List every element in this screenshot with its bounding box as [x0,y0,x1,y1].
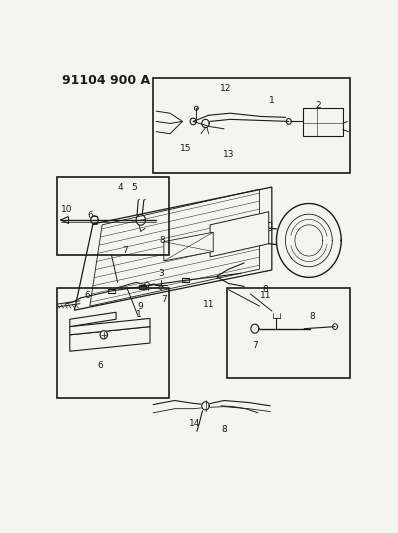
Polygon shape [70,312,116,327]
Polygon shape [164,232,213,261]
Text: 8: 8 [160,236,165,245]
Text: 12: 12 [220,84,231,93]
Text: 8: 8 [309,312,315,321]
Text: 10: 10 [61,205,72,214]
Text: 7: 7 [252,341,258,350]
Polygon shape [302,108,343,136]
Text: 3: 3 [158,269,164,278]
Text: 15: 15 [180,143,191,152]
Polygon shape [70,318,150,335]
Text: 91104 900 A: 91104 900 A [62,74,150,87]
Text: 8: 8 [221,425,227,434]
Text: 4: 4 [118,183,123,191]
Text: 9: 9 [138,302,144,311]
Text: 11: 11 [260,292,271,300]
Text: 14: 14 [189,418,201,427]
Polygon shape [100,331,107,339]
Polygon shape [74,187,272,310]
Text: 13: 13 [223,150,234,159]
Text: 5: 5 [132,183,137,191]
Polygon shape [277,204,341,277]
Polygon shape [202,402,209,410]
Text: 6: 6 [87,211,93,220]
Text: 6: 6 [84,292,90,300]
Text: 1: 1 [137,310,142,319]
Polygon shape [210,212,269,257]
Text: 6: 6 [98,361,103,370]
Text: 8: 8 [263,285,269,294]
Polygon shape [70,327,150,351]
Text: 1: 1 [269,96,275,106]
Text: 7: 7 [161,295,167,304]
Polygon shape [251,324,259,333]
Text: 7: 7 [123,246,128,255]
Text: 2: 2 [315,101,321,109]
Text: 11: 11 [203,300,215,309]
